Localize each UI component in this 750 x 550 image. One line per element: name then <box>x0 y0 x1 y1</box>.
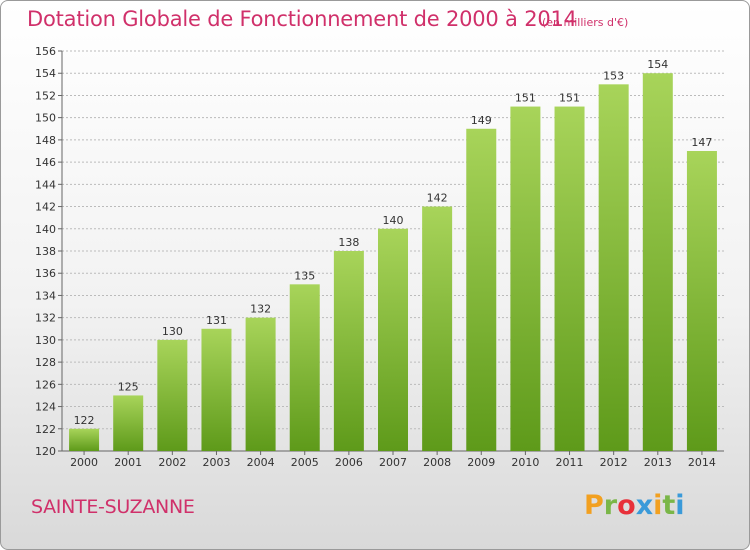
x-tick-label: 2012 <box>600 456 628 469</box>
logo-letter: x <box>635 490 654 521</box>
x-tick-label: 2000 <box>70 456 98 469</box>
value-label: 135 <box>294 269 315 282</box>
value-label: 125 <box>118 380 139 393</box>
x-tick-label: 2003 <box>202 456 230 469</box>
y-tick-label: 156 <box>35 45 56 58</box>
x-tick-label: 2014 <box>688 456 716 469</box>
logo-letter: o <box>617 490 636 521</box>
bar-2011[interactable] <box>554 106 585 452</box>
bar-2012[interactable] <box>598 84 629 451</box>
logo-letter: P <box>584 490 604 521</box>
logo-letter: t <box>662 490 676 521</box>
chart-title: Dotation Globale de Fonctionnement de 20… <box>27 7 577 31</box>
y-tick-label: 154 <box>35 67 56 80</box>
y-tick-label: 152 <box>35 89 56 102</box>
bar-2008[interactable] <box>422 206 453 451</box>
bar-2004[interactable] <box>245 317 276 451</box>
logo-letter: i <box>675 490 685 521</box>
y-tick-label: 126 <box>35 378 56 391</box>
y-tick-label: 130 <box>35 334 56 347</box>
bar-2000[interactable] <box>69 428 100 451</box>
bar-2002[interactable] <box>157 339 188 451</box>
x-tick-label: 2008 <box>423 456 451 469</box>
value-label: 154 <box>647 58 668 71</box>
y-tick-label: 150 <box>35 112 56 125</box>
bar-2014[interactable] <box>686 151 717 451</box>
value-label: 151 <box>559 92 580 105</box>
x-tick-label: 2001 <box>114 456 142 469</box>
x-tick-label: 2007 <box>379 456 407 469</box>
y-tick-label: 144 <box>35 178 56 191</box>
x-tick-label: 2010 <box>511 456 539 469</box>
x-tick-label: 2006 <box>335 456 363 469</box>
bar-2005[interactable] <box>289 284 320 451</box>
x-tick-label: 2009 <box>467 456 495 469</box>
y-tick-label: 124 <box>35 401 56 414</box>
value-label: 142 <box>427 192 448 205</box>
x-tick-label: 2002 <box>158 456 186 469</box>
value-label: 140 <box>383 214 404 227</box>
y-tick-label: 138 <box>35 245 56 258</box>
value-label: 151 <box>515 92 536 105</box>
commune-name: SAINTE-SUZANNE <box>31 496 195 518</box>
x-tick-label: 2011 <box>556 456 584 469</box>
value-label: 153 <box>603 69 624 82</box>
value-label: 147 <box>691 136 712 149</box>
bar-2013[interactable] <box>642 73 673 451</box>
bar-2010[interactable] <box>510 106 541 452</box>
y-tick-label: 132 <box>35 312 56 325</box>
value-label: 130 <box>162 325 183 338</box>
bar-2006[interactable] <box>333 251 364 451</box>
x-tick-label: 2013 <box>644 456 672 469</box>
y-tick-label: 120 <box>35 445 56 458</box>
y-tick-label: 136 <box>35 267 56 280</box>
value-label: 138 <box>338 236 359 249</box>
axes: 120 122 124 126 128 130 132 134 136 138 140 142 144 1… <box>35 45 724 469</box>
chart-unit: (en milliers d'€) <box>542 16 629 29</box>
value-label: 149 <box>471 114 492 127</box>
y-tick-label: 140 <box>35 223 56 236</box>
y-tick-label: 146 <box>35 156 56 169</box>
bars <box>69 73 717 452</box>
logo-letter: i <box>653 490 663 521</box>
x-tick-label: 2005 <box>291 456 319 469</box>
data-labels: 122 125 130 131 132 135 138 140 142 149 151 151 153 1… <box>74 58 713 427</box>
value-label: 131 <box>206 314 227 327</box>
y-tick-label: 142 <box>35 201 56 214</box>
y-tick-label: 148 <box>35 134 56 147</box>
value-label: 132 <box>250 303 271 316</box>
bar-2009[interactable] <box>466 128 497 451</box>
bar-2007[interactable] <box>378 228 408 451</box>
logo-letter: r <box>603 490 618 521</box>
x-tick-label: 2004 <box>247 456 275 469</box>
y-tick-label: 122 <box>35 423 56 436</box>
value-label: 122 <box>74 414 95 427</box>
proxiti-logo[interactable]: Proxiti <box>584 490 685 521</box>
y-tick-label: 134 <box>35 289 56 302</box>
bar-2003[interactable] <box>201 328 232 451</box>
bar-2001[interactable] <box>113 395 144 451</box>
y-tick-label: 128 <box>35 356 56 369</box>
